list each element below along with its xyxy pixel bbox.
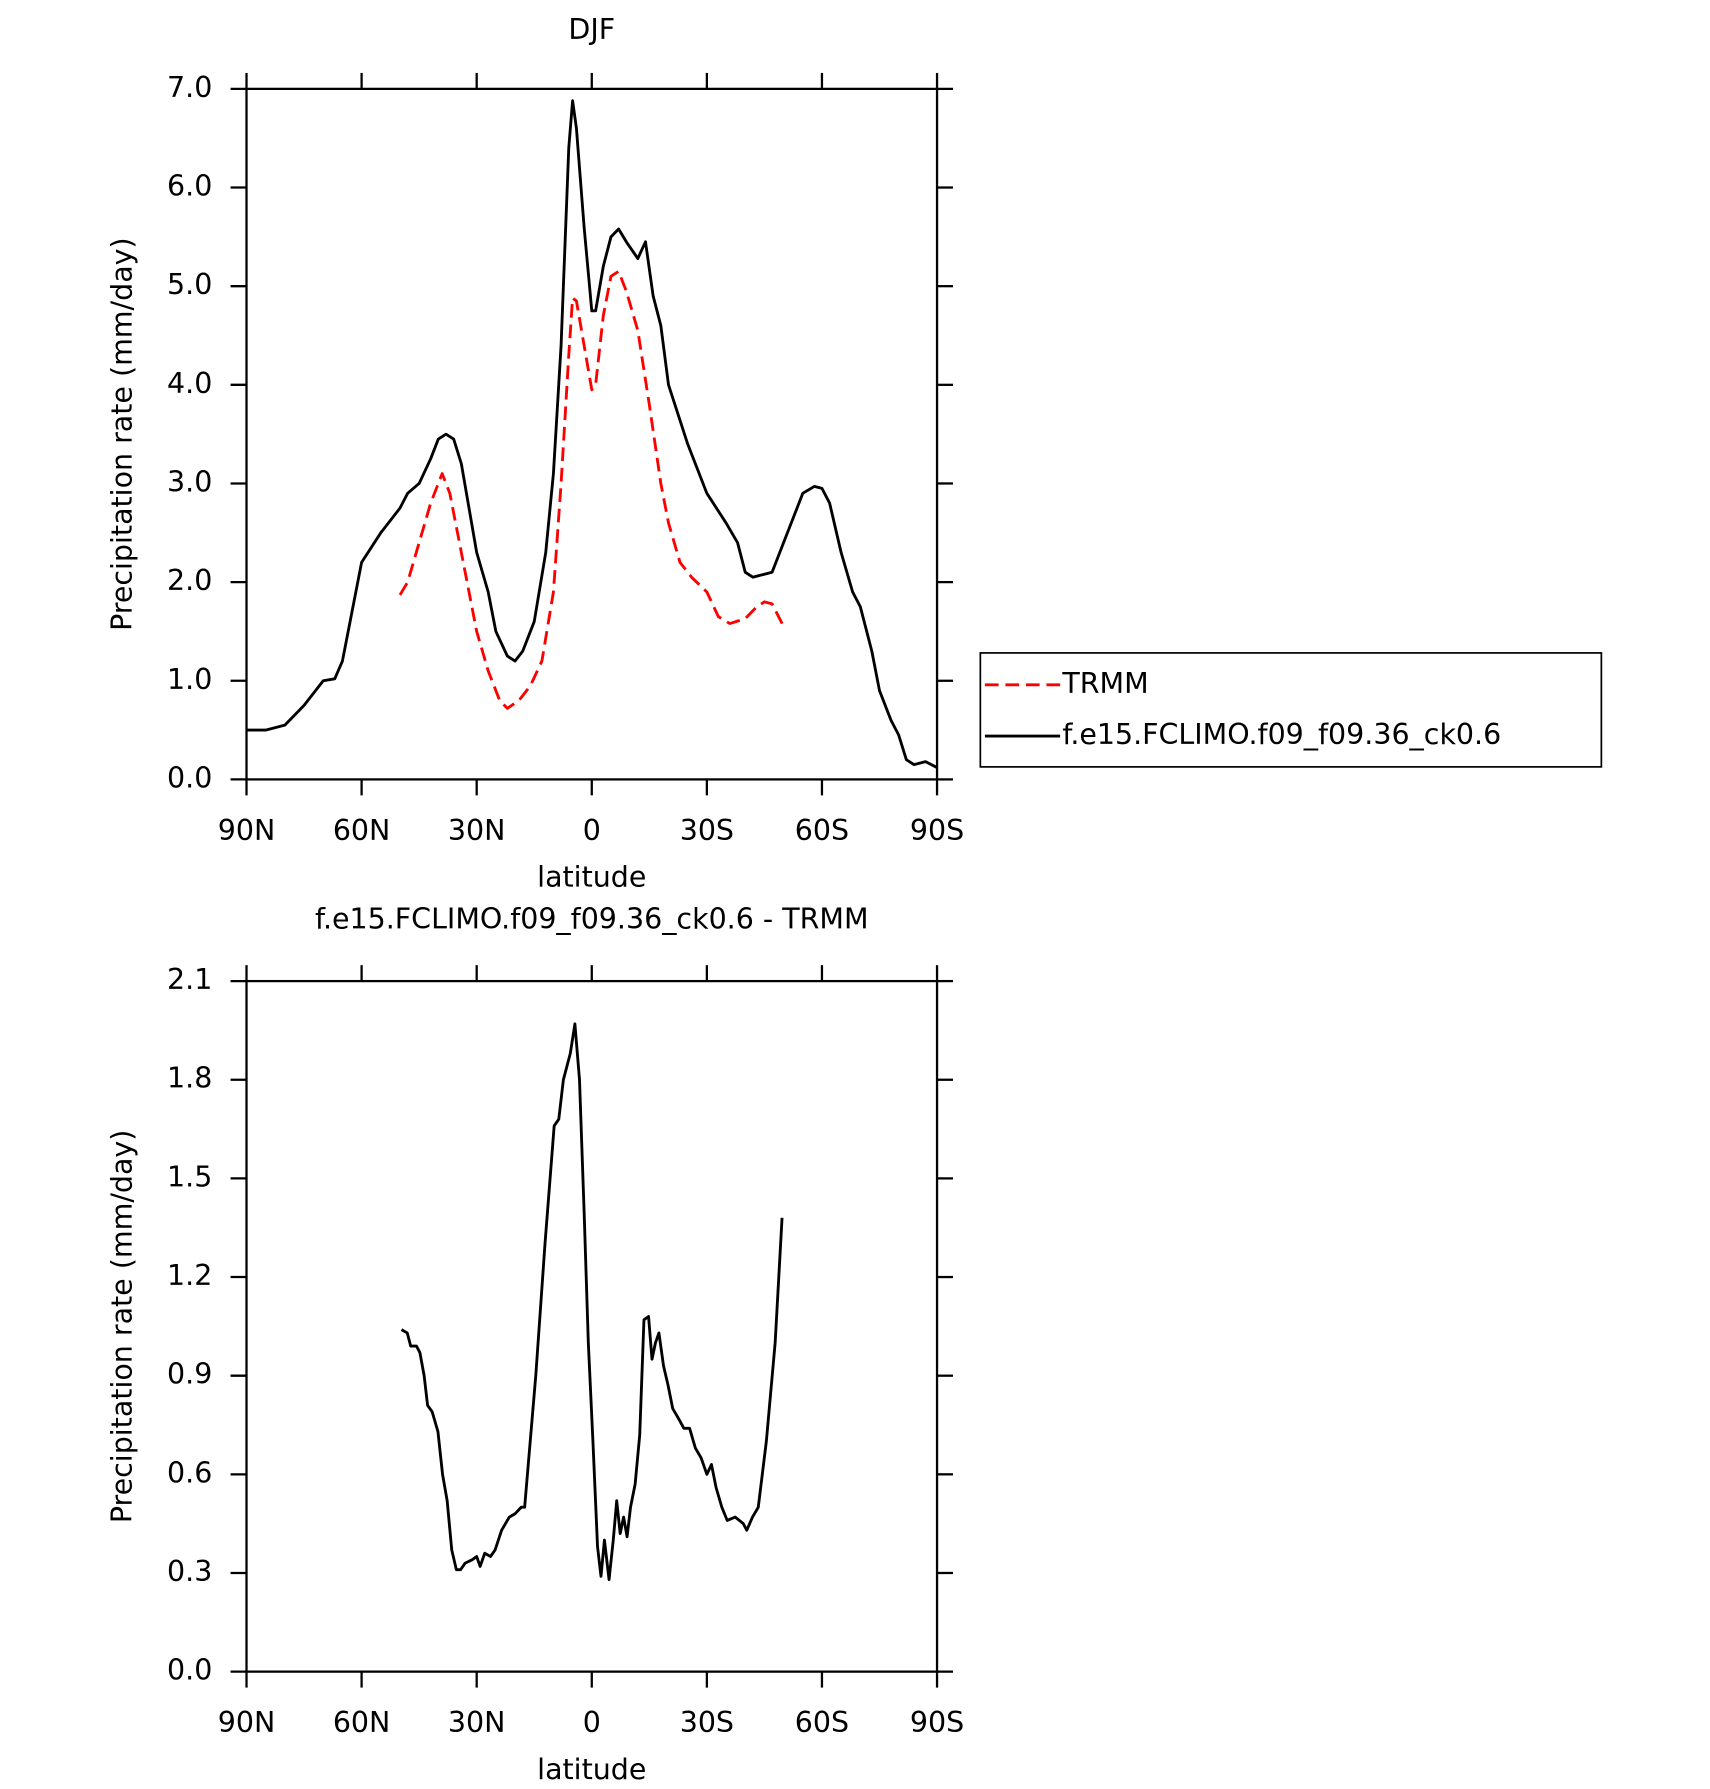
- y-tick-label: 0.3: [167, 1555, 212, 1588]
- x-tick-label: 30N: [448, 1706, 506, 1739]
- legend-label: f.e15.FCLIMO.f09_f09.36_ck0.6: [1062, 718, 1501, 751]
- x-tick-label: 90S: [910, 814, 964, 847]
- y-tick-label: 7.0: [167, 71, 212, 104]
- chart-title: f.e15.FCLIMO.f09_f09.36_ck0.6 - TRMM: [315, 903, 869, 936]
- data-line: [400, 1022, 784, 1581]
- x-axis-label: latitude: [537, 861, 646, 894]
- data-line: [246, 99, 938, 769]
- legend-label: TRMM: [1061, 667, 1148, 700]
- y-tick-label: 6.0: [167, 170, 212, 203]
- x-tick-label: 90N: [218, 814, 276, 847]
- x-axis-label: latitude: [537, 1753, 646, 1786]
- y-tick-label: 0.9: [167, 1358, 212, 1391]
- y-tick-label: 5.0: [167, 268, 212, 301]
- y-tick-label: 0.6: [167, 1456, 212, 1489]
- y-tick-label: 1.5: [167, 1160, 212, 1193]
- x-tick-label: 90N: [218, 1706, 276, 1739]
- y-axis-label: Precipitation rate (mm/day): [105, 237, 138, 631]
- y-tick-label: 0.0: [167, 1654, 212, 1687]
- y-tick-label: 0.0: [167, 761, 212, 794]
- x-tick-label: 0: [583, 1706, 601, 1739]
- y-tick-label: 1.8: [167, 1062, 212, 1095]
- y-tick-label: 2.0: [167, 564, 212, 597]
- x-tick-label: 30S: [680, 1706, 734, 1739]
- x-tick-label: 0: [583, 814, 601, 847]
- x-tick-label: 30N: [448, 814, 506, 847]
- x-tick-label: 60N: [333, 1706, 391, 1739]
- y-axis-label: Precipitation rate (mm/day): [105, 1130, 138, 1524]
- x-tick-label: 60S: [795, 1706, 849, 1739]
- y-tick-label: 1.2: [167, 1259, 212, 1292]
- x-tick-label: 60N: [333, 814, 391, 847]
- x-tick-label: 90S: [910, 1706, 964, 1739]
- legend-box: [979, 652, 1603, 768]
- x-tick-label: 60S: [795, 814, 849, 847]
- plot-frame: [245, 87, 939, 781]
- plot-frame: [245, 979, 939, 1673]
- chart-title: DJF: [568, 13, 615, 46]
- y-tick-label: 4.0: [167, 367, 212, 400]
- x-tick-label: 30S: [680, 814, 734, 847]
- y-tick-label: 1.0: [167, 663, 212, 696]
- y-tick-label: 2.1: [167, 963, 212, 996]
- data-line: [398, 269, 785, 710]
- y-tick-label: 3.0: [167, 465, 212, 498]
